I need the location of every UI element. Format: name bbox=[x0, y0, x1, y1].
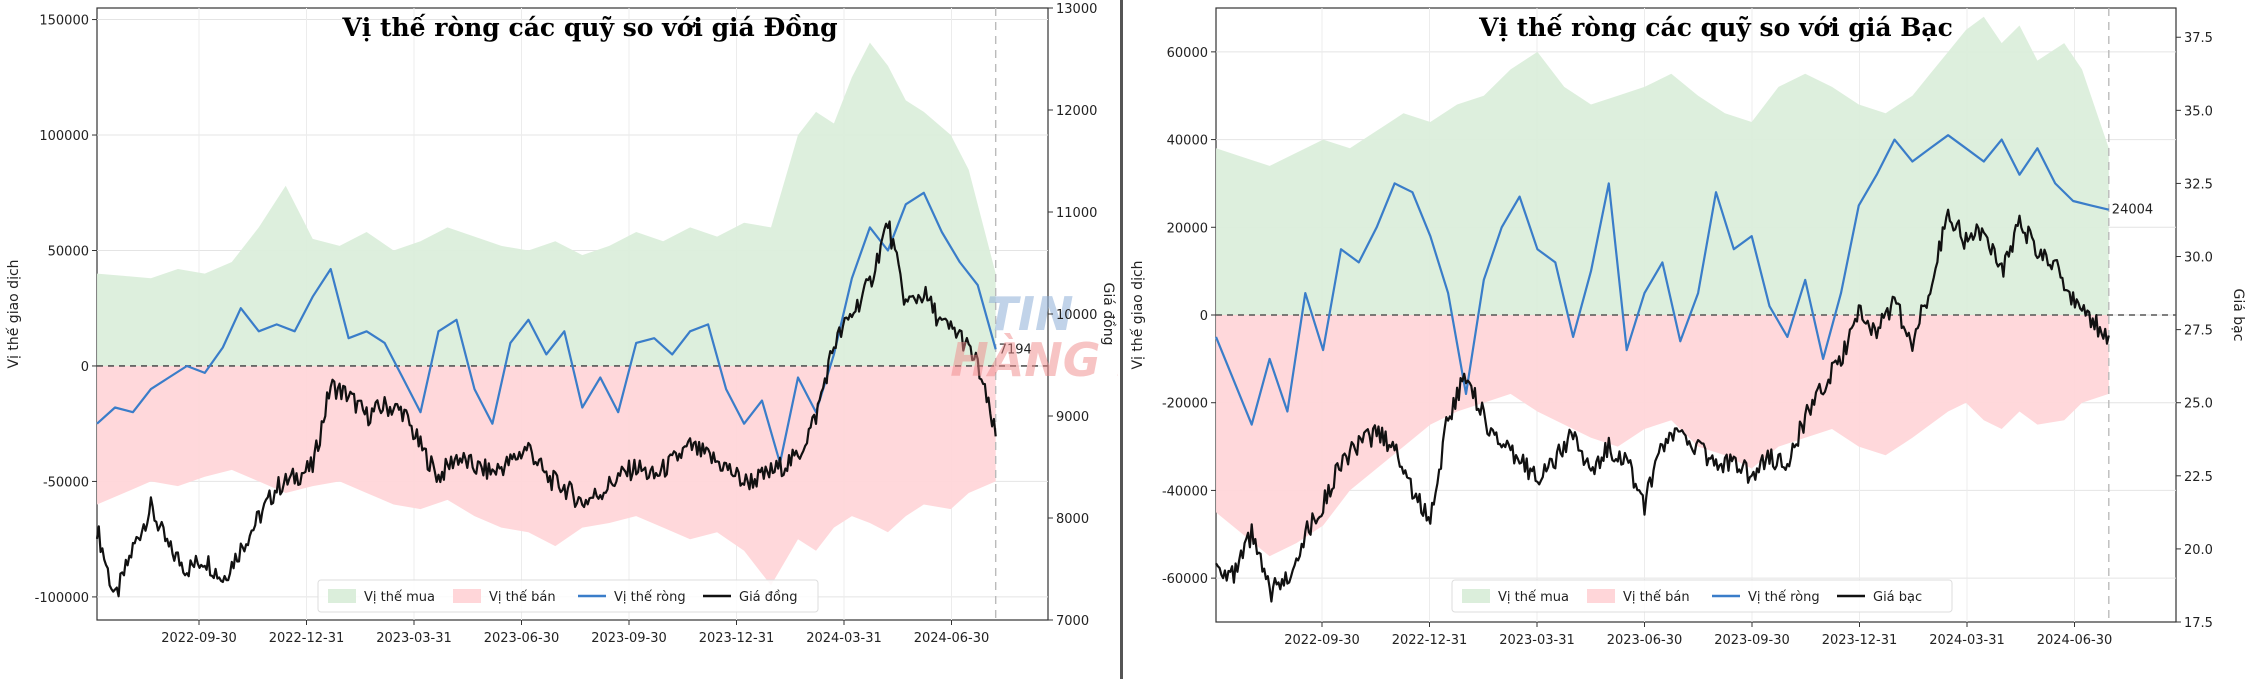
y-axis-title: Vị thế giao dịch bbox=[1129, 260, 1146, 369]
y-tick-label: -100000 bbox=[35, 591, 89, 606]
legend-label: Vị thế ròng bbox=[1748, 590, 1820, 605]
x-tick-label: 2023-09-30 bbox=[1714, 633, 1790, 648]
y2-tick-label: 30.0 bbox=[2184, 251, 2213, 266]
x-tick-label: 2024-03-31 bbox=[806, 631, 882, 646]
y-tick-label: -40000 bbox=[1162, 484, 1208, 499]
y2-tick-label: 13000 bbox=[1056, 2, 1097, 17]
net-position-end-label: 24004 bbox=[2112, 203, 2153, 218]
chart-title: Vị thế ròng các quỹ so với giá Bạc bbox=[1478, 13, 1953, 42]
y2-tick-label: 37.5 bbox=[2184, 31, 2213, 46]
y2-tick-label: 8000 bbox=[1056, 512, 1089, 527]
y2-tick-label: 20.0 bbox=[2184, 543, 2213, 558]
legend-swatch-long bbox=[1462, 589, 1490, 603]
x-tick-label: 2023-09-30 bbox=[591, 631, 667, 646]
y-tick-label: 20000 bbox=[1167, 221, 1208, 236]
legend: Vị thế mua Vị thế bán Vị thế ròng Giá bạc bbox=[1451, 579, 1953, 613]
legend-label: Giá đồng bbox=[739, 590, 797, 605]
legend-label: Giá bạc bbox=[1873, 590, 1922, 605]
x-tick-label: 2022-12-31 bbox=[1392, 633, 1468, 648]
chart-title: Vị thế ròng các quỹ so với giá Đồng bbox=[341, 13, 837, 42]
legend: Vị thế mua Vị thế bán Vị thế ròng Giá đồng bbox=[317, 579, 819, 613]
y-tick-label: -20000 bbox=[1162, 397, 1208, 412]
y2-tick-label: 32.5 bbox=[2184, 177, 2213, 192]
y2-tick-label: 10000 bbox=[1056, 308, 1097, 323]
y-tick-label: 50000 bbox=[48, 244, 89, 259]
legend-swatch-long bbox=[328, 589, 356, 603]
legend-swatch-short bbox=[453, 589, 481, 603]
legend-label: Vị thế mua bbox=[364, 590, 435, 605]
short-area bbox=[1216, 315, 2109, 557]
legend-label: Vị thế bán bbox=[1623, 590, 1690, 605]
price-line bbox=[1215, 208, 2110, 603]
long-area bbox=[1216, 16, 2109, 316]
y-tick-label: 60000 bbox=[1167, 46, 1208, 61]
long-area bbox=[97, 42, 996, 366]
x-tick-label: 2022-09-30 bbox=[161, 631, 237, 646]
x-tick-label: 2022-09-30 bbox=[1284, 633, 1360, 648]
y-tick-label: 150000 bbox=[39, 14, 89, 29]
legend-box bbox=[317, 579, 819, 613]
y2-tick-label: 35.0 bbox=[2184, 104, 2213, 119]
y2-tick-label: 11000 bbox=[1056, 206, 1097, 221]
y2-tick-label: 9000 bbox=[1056, 410, 1089, 425]
watermark-text: HÀNG HÓA bbox=[950, 333, 1118, 387]
y2-tick-label: 12000 bbox=[1056, 104, 1097, 119]
legend-swatch-short bbox=[1587, 589, 1615, 603]
y-tick-label: 100000 bbox=[39, 129, 89, 144]
net-position-end-label: 7194 bbox=[999, 342, 1032, 357]
x-tick-label: 2024-06-30 bbox=[914, 631, 990, 646]
y2-tick-label: 17.5 bbox=[2184, 616, 2213, 631]
y-tick-label: 0 bbox=[1200, 309, 1208, 324]
y2-axis-title: Giá đồng bbox=[1100, 283, 1117, 346]
y2-tick-label: 22.5 bbox=[2184, 470, 2213, 485]
y2-tick-label: 27.5 bbox=[2184, 324, 2213, 339]
y-tick-label: -60000 bbox=[1162, 572, 1208, 587]
panel-divider bbox=[1120, 0, 1123, 679]
x-tick-label: 2023-12-31 bbox=[699, 631, 775, 646]
legend-label: Vị thế ròng bbox=[614, 590, 686, 605]
silver-chart: 24004TINHÀNG HÓA6000040000200000-20000-4… bbox=[1129, 7, 2245, 648]
x-tick-label: 2023-12-31 bbox=[1822, 633, 1898, 648]
x-tick-label: 2023-03-31 bbox=[376, 631, 452, 646]
y2-axis-title: Giá bạc bbox=[2230, 289, 2245, 342]
legend-box bbox=[1451, 579, 1953, 613]
silver-chart-panel: 24004TINHÀNG HÓA6000040000200000-20000-4… bbox=[1126, 0, 2245, 679]
watermark-text: TIN bbox=[987, 287, 1074, 341]
y2-tick-label: 25.0 bbox=[2184, 397, 2213, 412]
net-position-line bbox=[1214, 134, 2110, 426]
legend-label: Vị thế bán bbox=[489, 590, 556, 605]
y-axis-title: Vị thế giao dịch bbox=[5, 259, 22, 368]
net-position-line bbox=[96, 191, 997, 465]
x-tick-label: 2024-06-30 bbox=[2037, 633, 2113, 648]
x-tick-label: 2024-03-31 bbox=[1929, 633, 2005, 648]
y-tick-label: 40000 bbox=[1167, 134, 1208, 149]
legend-label: Vị thế mua bbox=[1498, 590, 1569, 605]
y-tick-label: 0 bbox=[81, 360, 89, 375]
x-tick-label: 2023-03-31 bbox=[1499, 633, 1575, 648]
y-tick-label: -50000 bbox=[43, 475, 89, 490]
price-line bbox=[95, 220, 997, 598]
y2-tick-label: 7000 bbox=[1056, 614, 1089, 629]
x-tick-label: 2023-06-30 bbox=[484, 631, 560, 646]
x-tick-label: 2022-12-31 bbox=[269, 631, 345, 646]
x-tick-label: 2023-06-30 bbox=[1607, 633, 1683, 648]
